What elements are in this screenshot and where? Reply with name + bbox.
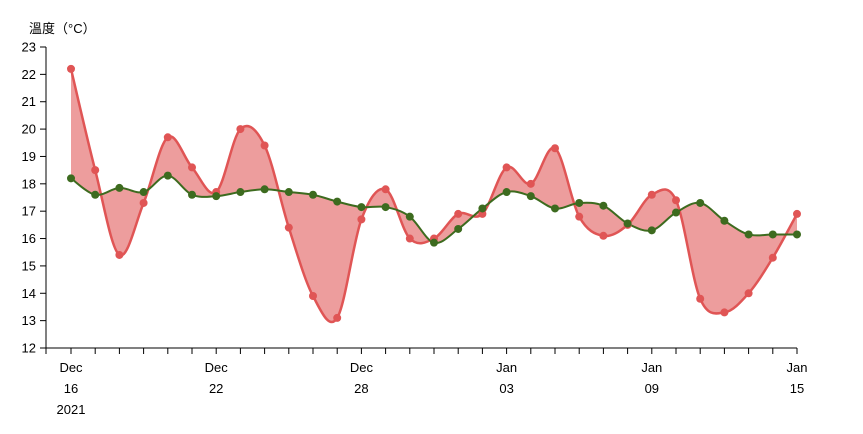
point-green-17 (478, 204, 487, 213)
point-red-12 (357, 215, 366, 224)
point-green-5 (188, 190, 196, 199)
point-red-25 (672, 196, 680, 205)
point-green-18 (502, 188, 511, 197)
point-red-24 (647, 190, 656, 199)
point-green-14 (405, 212, 414, 221)
point-red-20 (551, 144, 559, 153)
point-green-13 (381, 203, 390, 212)
x-tick-label-2021-12-28-0: Dec (350, 360, 374, 375)
point-red-30 (793, 209, 801, 218)
x-tick-label-2022-01-09-1: 09 (645, 381, 659, 396)
x-tick-label-2021-12-22-1: 22 (209, 381, 223, 396)
point-green-30 (793, 230, 801, 239)
point-green-26 (696, 198, 705, 207)
point-green-27 (720, 216, 729, 225)
y-tick-label-13: 13 (22, 313, 36, 328)
point-red-18 (502, 163, 511, 172)
point-green-2 (115, 183, 124, 192)
point-red-9 (284, 223, 293, 232)
point-green-28 (744, 230, 753, 239)
point-green-0 (67, 174, 75, 183)
point-red-10 (309, 292, 317, 301)
point-green-24 (647, 226, 656, 235)
point-red-1 (91, 166, 100, 175)
point-green-25 (672, 208, 680, 217)
point-green-21 (575, 198, 584, 207)
point-green-10 (309, 190, 317, 199)
point-red-2 (115, 250, 124, 259)
point-green-23 (623, 219, 632, 228)
x-tick-label-2022-01-03-1: 03 (499, 381, 513, 396)
y-tick-label-17: 17 (22, 204, 36, 219)
x-tick-label-2021-12-16-0: Dec (59, 360, 83, 375)
point-red-11 (333, 313, 342, 322)
x-tick-label-2021-12-16-1: 16 (64, 381, 78, 396)
point-green-1 (91, 190, 100, 199)
point-green-6 (212, 192, 221, 201)
series-line-red (69, 68, 799, 324)
point-red-4 (163, 133, 172, 142)
y-tick-label-21: 21 (22, 94, 36, 109)
x-tick-label-2022-01-03-0: Jan (496, 360, 517, 375)
y-tick-label-22: 22 (22, 67, 36, 82)
x-tick-label-2021-12-16-2: 2021 (57, 402, 86, 417)
point-green-22 (599, 201, 608, 210)
point-red-7 (236, 125, 245, 134)
point-red-19 (526, 179, 535, 188)
y-tick-label-14: 14 (22, 286, 36, 301)
point-red-26 (696, 294, 705, 303)
y-axis-label: 溫度（°C） (29, 21, 96, 36)
point-green-7 (236, 188, 245, 197)
point-red-16 (454, 209, 463, 218)
point-green-16 (454, 224, 463, 233)
y-tick-label-15: 15 (22, 258, 36, 273)
point-red-21 (575, 212, 584, 221)
y-tick-label-18: 18 (22, 176, 36, 191)
point-red-14 (405, 234, 414, 243)
plot-area: 121314151617181920212223Dec162021Dec22De… (22, 40, 808, 418)
x-tick-label-2022-01-15-1: 15 (790, 381, 804, 396)
x-tick-label-2021-12-22-0: Dec (205, 360, 229, 375)
difference-band (71, 68, 797, 323)
y-axis: 12 13 14 15 16 17 18 19 20 21 22 23 (22, 40, 47, 356)
point-red-28 (744, 289, 753, 298)
point-red-22 (599, 231, 608, 240)
x-axis: Dec 16 2021 Dec 22 Dec 28 Jan 03 Jan 09 Jan 15 (45, 347, 808, 417)
x-tick-label-2022-01-15-0: Jan (787, 360, 808, 375)
point-red-13 (381, 185, 390, 194)
y-tick-label-12: 12 (22, 341, 36, 356)
y-tick-label-19: 19 (22, 149, 36, 164)
point-red-0 (67, 64, 75, 73)
point-red-3 (139, 198, 148, 207)
point-red-8 (260, 141, 269, 150)
point-green-8 (260, 185, 269, 194)
point-red-29 (768, 253, 777, 262)
point-green-20 (551, 204, 559, 213)
point-green-15 (430, 238, 438, 247)
point-red-17 (478, 209, 487, 218)
point-green-11 (333, 197, 342, 206)
point-red-5 (188, 163, 196, 172)
point-green-4 (163, 171, 172, 180)
x-tick-label-2021-12-28-1: 28 (354, 381, 368, 396)
y-tick-label-16: 16 (22, 231, 36, 246)
point-green-3 (139, 188, 148, 197)
y-tick-label-23: 23 (22, 40, 36, 55)
y-tick-label-20: 20 (22, 122, 36, 137)
point-green-29 (768, 230, 777, 239)
point-green-12 (357, 203, 366, 212)
point-green-19 (526, 192, 535, 201)
x-tick-label-2022-01-09-0: Jan (641, 360, 662, 375)
point-red-27 (720, 308, 729, 317)
point-green-9 (284, 188, 293, 197)
